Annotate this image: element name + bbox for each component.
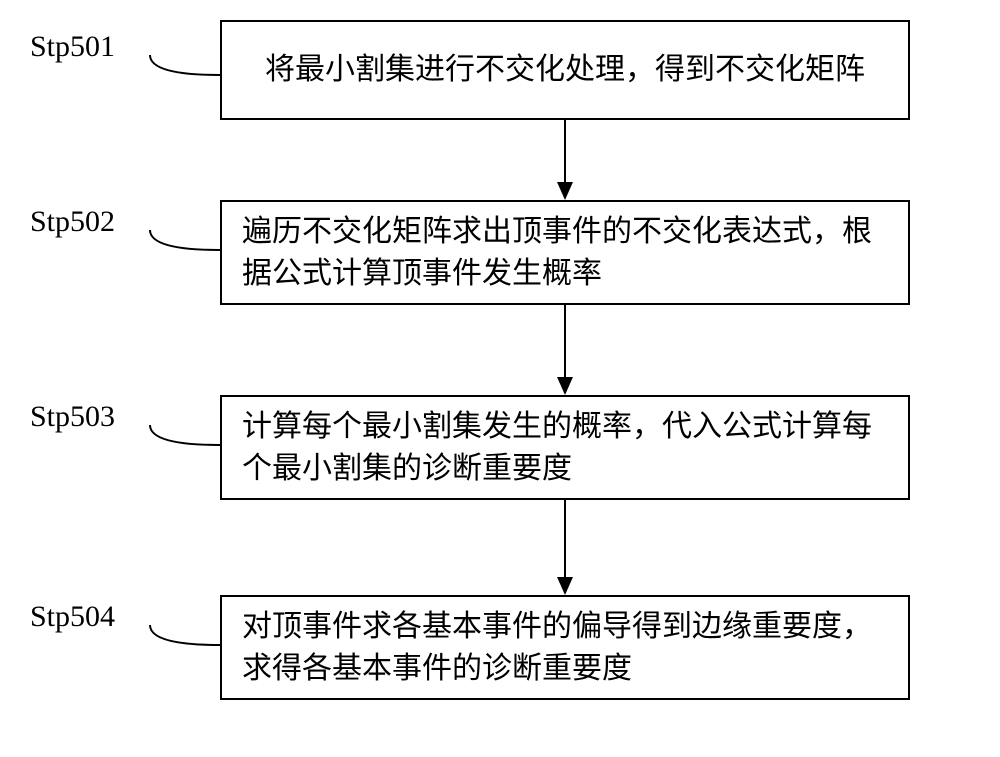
label-connector-501 (150, 55, 225, 80)
step-text-504: 对顶事件求各基本事件的偏导得到边缘重要度，求得各基本事件的诊断重要度 (242, 606, 888, 690)
step-text-501: 将最小割集进行不交化处理，得到不交化矩阵 (265, 49, 865, 91)
step-box-502: 遍历不交化矩阵求出顶事件的不交化表达式，根据公式计算顶事件发生概率 (220, 200, 910, 305)
step-label-501: Stp501 (30, 30, 115, 64)
step-box-504: 对顶事件求各基本事件的偏导得到边缘重要度，求得各基本事件的诊断重要度 (220, 595, 910, 700)
step-box-503: 计算每个最小割集发生的概率，代入公式计算每个最小割集的诊断重要度 (220, 395, 910, 500)
step-label-504: Stp504 (30, 600, 115, 634)
label-connector-502 (150, 230, 225, 255)
arrow-2-3 (555, 305, 575, 395)
step-label-502: Stp502 (30, 205, 115, 239)
step-text-503: 计算每个最小割集发生的概率，代入公式计算每个最小割集的诊断重要度 (242, 406, 888, 490)
label-connector-503 (150, 425, 225, 450)
arrow-3-4 (555, 500, 575, 595)
step-box-501: 将最小割集进行不交化处理，得到不交化矩阵 (220, 20, 910, 120)
step-label-503: Stp503 (30, 400, 115, 434)
step-text-502: 遍历不交化矩阵求出顶事件的不交化表达式，根据公式计算顶事件发生概率 (242, 211, 888, 295)
arrow-1-2 (555, 120, 575, 200)
label-connector-504 (150, 625, 225, 650)
